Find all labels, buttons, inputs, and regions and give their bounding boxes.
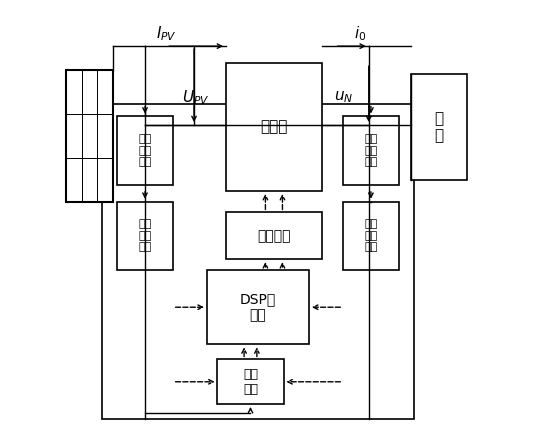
- Bar: [82, 69, 97, 114]
- Bar: [97, 69, 113, 114]
- Bar: [66, 69, 113, 202]
- Text: $U_{PV}$: $U_{PV}$: [183, 88, 210, 107]
- Bar: [411, 74, 467, 181]
- Bar: [343, 202, 399, 270]
- Bar: [82, 158, 97, 202]
- Text: 直流
电流
采样: 直流 电流 采样: [139, 219, 152, 252]
- Bar: [117, 116, 173, 184]
- Text: $u_N$: $u_N$: [333, 89, 353, 105]
- Bar: [66, 69, 82, 114]
- Text: 逆变桥: 逆变桥: [260, 120, 288, 135]
- Text: 并网
电流
采样: 并网 电流 采样: [364, 134, 377, 167]
- Text: 驱动电路: 驱动电路: [257, 229, 291, 243]
- Text: 捕获
电路: 捕获 电路: [243, 368, 258, 396]
- Text: $i_0$: $i_0$: [354, 24, 366, 43]
- Bar: [97, 158, 113, 202]
- Bar: [66, 158, 82, 202]
- Text: 电网
电压
采样: 电网 电压 采样: [364, 219, 377, 252]
- Bar: [217, 360, 283, 404]
- Text: $I_{PV}$: $I_{PV}$: [156, 24, 177, 43]
- Text: 电
网: 电 网: [434, 111, 444, 143]
- Bar: [226, 212, 322, 259]
- Bar: [117, 202, 173, 270]
- Bar: [82, 114, 97, 158]
- Bar: [66, 114, 82, 158]
- Text: DSP控
制器: DSP控 制器: [240, 292, 276, 322]
- Bar: [226, 63, 322, 191]
- Bar: [343, 116, 399, 184]
- Bar: [207, 270, 309, 344]
- Text: 直流
电压
采样: 直流 电压 采样: [139, 134, 152, 167]
- Bar: [97, 114, 113, 158]
- Bar: [102, 104, 414, 419]
